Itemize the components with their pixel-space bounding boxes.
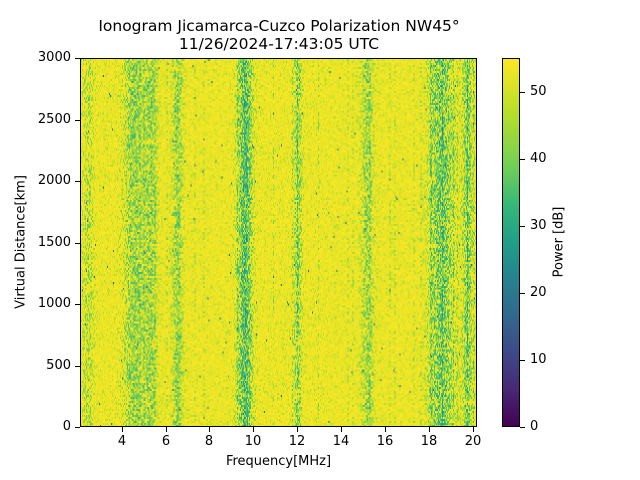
x-tick bbox=[473, 427, 474, 432]
y-tick bbox=[75, 304, 80, 305]
chart-subtitle: 11/26/2024-17:43:05 UTC bbox=[178, 35, 380, 53]
x-tick bbox=[429, 427, 430, 432]
colorbar bbox=[502, 58, 520, 427]
x-tick-label: 8 bbox=[204, 434, 214, 449]
x-tick-label: 12 bbox=[288, 434, 306, 449]
x-tick-label: 20 bbox=[464, 434, 482, 449]
colorbar-tick-label: 10 bbox=[530, 352, 547, 367]
y-tick-label: 0 bbox=[62, 419, 71, 434]
x-tick bbox=[253, 427, 254, 432]
colorbar-tick bbox=[520, 226, 525, 227]
x-tick-label: 16 bbox=[376, 434, 394, 449]
x-tick bbox=[297, 427, 298, 432]
y-tick-label: 1500 bbox=[37, 235, 71, 250]
colorbar-tick bbox=[520, 92, 525, 93]
x-tick-label: 10 bbox=[244, 434, 262, 449]
colorbar-tick-label: 30 bbox=[530, 218, 547, 233]
x-tick bbox=[385, 427, 386, 432]
x-tick-label: 4 bbox=[117, 434, 127, 449]
x-tick-label: 18 bbox=[420, 434, 438, 449]
x-axis-label: Frequency[MHz] bbox=[225, 454, 332, 469]
y-tick bbox=[75, 366, 80, 367]
ionogram-heatmap bbox=[81, 59, 476, 426]
y-tick bbox=[75, 243, 80, 244]
chart-title: Ionogram Jicamarca-Cuzco Polarization NW… bbox=[98, 17, 460, 35]
y-tick-label: 2500 bbox=[37, 112, 71, 127]
y-tick bbox=[75, 181, 80, 182]
colorbar-tick-label: 20 bbox=[530, 285, 547, 300]
y-tick-label: 500 bbox=[46, 358, 71, 373]
y-axis-label: Virtual Distance[km] bbox=[13, 175, 29, 309]
x-tick bbox=[166, 427, 167, 432]
plot-area bbox=[80, 58, 477, 427]
colorbar-tick-label: 50 bbox=[530, 84, 547, 99]
colorbar-tick-label: 40 bbox=[530, 151, 547, 166]
y-tick-label: 2000 bbox=[37, 173, 71, 188]
y-tick bbox=[75, 58, 80, 59]
y-tick-label: 1000 bbox=[37, 296, 71, 311]
x-tick-label: 6 bbox=[161, 434, 171, 449]
colorbar-label: Power [dB] bbox=[551, 206, 567, 278]
colorbar-tick bbox=[520, 159, 525, 160]
colorbar-tick bbox=[520, 293, 525, 294]
y-tick bbox=[75, 120, 80, 121]
y-tick bbox=[75, 427, 80, 428]
y-tick-label: 3000 bbox=[37, 50, 71, 65]
colorbar-tick bbox=[520, 360, 525, 361]
x-tick-label: 14 bbox=[332, 434, 350, 449]
x-tick bbox=[122, 427, 123, 432]
x-tick bbox=[341, 427, 342, 432]
colorbar-tick bbox=[520, 427, 525, 428]
colorbar-tick-label: 0 bbox=[530, 419, 539, 434]
x-tick bbox=[209, 427, 210, 432]
